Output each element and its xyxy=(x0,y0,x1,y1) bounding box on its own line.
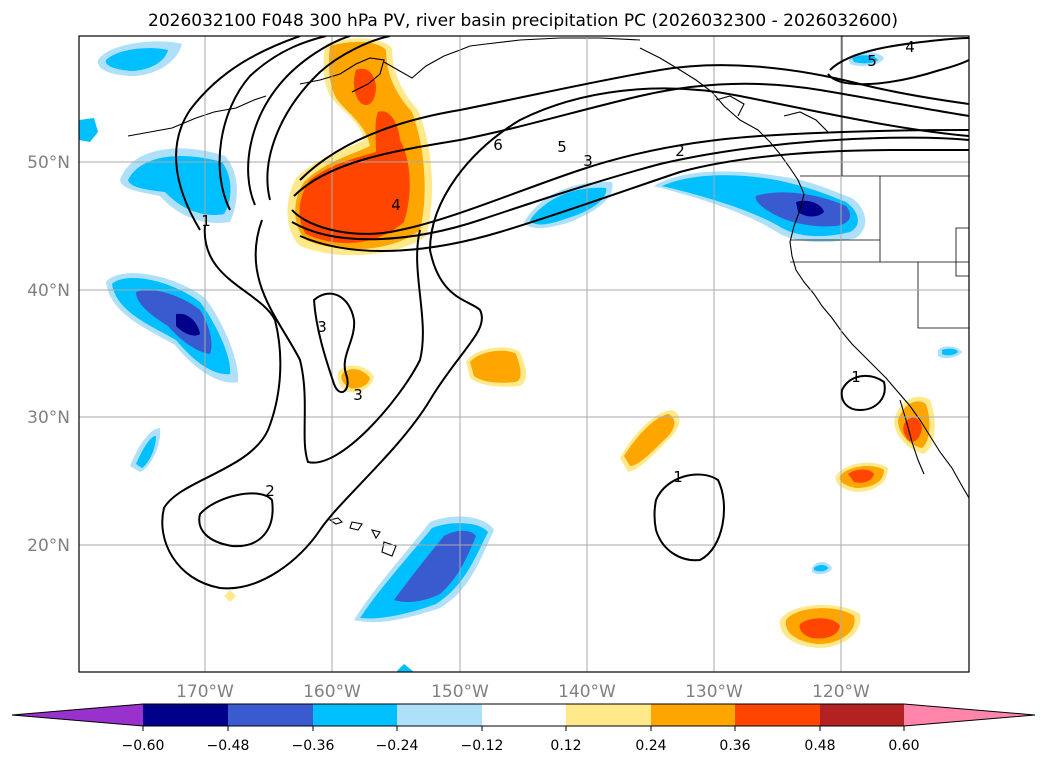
precip-negative-area xyxy=(105,48,168,71)
figure-title: 2026032100 F048 300 hPa PV, river basin … xyxy=(148,11,898,31)
pv-contour xyxy=(198,492,274,548)
lon-label-130w: 130°W xyxy=(685,682,743,702)
pv-contour xyxy=(291,136,969,241)
pv-contour xyxy=(840,374,886,412)
pv-contours xyxy=(161,36,969,590)
lat-label-40n: 40°N xyxy=(27,281,70,301)
precip-strong-negative-area xyxy=(136,290,212,354)
pv-contour-label: 5 xyxy=(557,138,567,156)
map-panel: 1 2 3 4 5 6 3 2 1 4 5 1 3 xyxy=(79,36,969,672)
pv-contour xyxy=(247,36,351,206)
colorbar-segment xyxy=(904,704,1035,726)
colorbar-segment xyxy=(397,704,482,726)
pv-contour-label: 5 xyxy=(867,52,877,70)
pv-contour xyxy=(266,36,391,201)
pv-contour xyxy=(827,59,969,86)
pv-contour-label: 1 xyxy=(673,468,683,486)
pv-contour-labels: 1 2 3 4 5 6 3 2 1 4 5 1 3 xyxy=(201,38,915,500)
precip-shading xyxy=(79,38,962,672)
pv-contour-label: 2 xyxy=(675,142,685,160)
lon-label-170w: 170°W xyxy=(176,682,234,702)
colorbar-tick-label: 0.24 xyxy=(635,738,666,754)
precip-strong-negative-area xyxy=(394,530,476,602)
colorbar-ticks: −0.60 −0.48 −0.36 −0.24 −0.12 0.12 0.24 … xyxy=(122,726,920,754)
pv-contour-label: 2 xyxy=(265,482,275,500)
pv-contour-label: 1 xyxy=(201,212,211,230)
lon-label-120w: 120°W xyxy=(812,682,870,702)
lon-label-140w: 140°W xyxy=(558,682,616,702)
colorbar xyxy=(11,703,1036,727)
pv-contour xyxy=(312,292,356,394)
precip-very-negative-area xyxy=(796,200,824,217)
lon-label-160w: 160°W xyxy=(303,682,361,702)
colorbar-segment xyxy=(143,704,228,726)
pv-contour-label: 4 xyxy=(391,196,401,214)
latitude-labels: 50°N 40°N 30°N 20°N xyxy=(27,153,70,556)
colorbar-tick-label: 0.12 xyxy=(550,738,581,754)
colorbar-segment xyxy=(482,704,566,726)
longitude-labels: 170°W 160°W 150°W 140°W 130°W 120°W xyxy=(176,682,870,702)
precip-negative-area xyxy=(79,118,98,142)
colorbar-tick-label: 0.36 xyxy=(719,738,750,754)
pv-contour xyxy=(161,87,969,590)
precip-negative-area xyxy=(814,565,828,572)
precip-positive-area xyxy=(470,350,521,383)
colorbar-tick-label: 0.48 xyxy=(804,738,835,754)
pv-contour xyxy=(299,64,969,181)
colorbar-tick-label: 0.60 xyxy=(888,738,919,754)
pv-contour xyxy=(299,149,969,253)
colorbar-tick-label: −0.36 xyxy=(292,738,335,754)
precip-strong-positive-area xyxy=(299,111,410,244)
pv-contour-label: 6 xyxy=(493,136,503,154)
pv-contour-label: 3 xyxy=(583,152,593,170)
islands xyxy=(328,517,397,557)
colorbar-tick-label: −0.12 xyxy=(461,738,504,754)
coastlines xyxy=(127,37,969,499)
lat-label-50n: 50°N xyxy=(27,153,70,173)
pv-contour xyxy=(291,129,969,235)
pv-contour-label: 1 xyxy=(851,368,861,386)
lat-label-20n: 20°N xyxy=(27,536,70,556)
precip-positive-area xyxy=(624,414,675,466)
colorbar-segment xyxy=(566,704,651,726)
colorbar-segment xyxy=(228,704,313,726)
precip-positive-area xyxy=(341,369,370,389)
pv-contour-label: 3 xyxy=(317,318,327,336)
pv-contour xyxy=(293,82,969,197)
colorbar-tick-label: −0.24 xyxy=(376,738,419,754)
precip-strong-positive-area xyxy=(903,417,922,442)
precip-negative-area xyxy=(396,664,414,672)
colorbar-segment xyxy=(12,704,143,726)
pv-contour xyxy=(175,36,301,231)
pv-contour xyxy=(218,36,327,211)
colorbar-segment xyxy=(735,704,820,726)
lat-label-30n: 30°N xyxy=(27,408,70,428)
precip-strong-positive-area xyxy=(354,68,376,106)
precip-weak-positive-area xyxy=(224,590,236,602)
pv-contour xyxy=(254,219,424,464)
colorbar-tick-label: −0.48 xyxy=(207,738,250,754)
lon-label-150w: 150°W xyxy=(431,682,489,702)
pv-contour-label: 4 xyxy=(905,38,915,56)
precip-strong-positive-area xyxy=(799,618,840,639)
precip-negative-area xyxy=(136,436,156,468)
map-frame xyxy=(78,35,970,673)
colorbar-tick-label: −0.60 xyxy=(122,738,165,754)
precip-negative-area xyxy=(942,348,958,356)
precip-negative-area xyxy=(852,55,878,64)
colorbar-segment xyxy=(651,704,735,726)
pv-contour xyxy=(829,37,969,71)
precip-strong-positive-area xyxy=(848,469,874,483)
pv-contour-label: 3 xyxy=(353,386,363,404)
pv-contour xyxy=(653,473,725,562)
colorbar-segment xyxy=(313,704,397,726)
precip-very-negative-area xyxy=(176,313,200,336)
state-borders xyxy=(790,36,969,329)
colorbar-segment xyxy=(820,704,904,726)
